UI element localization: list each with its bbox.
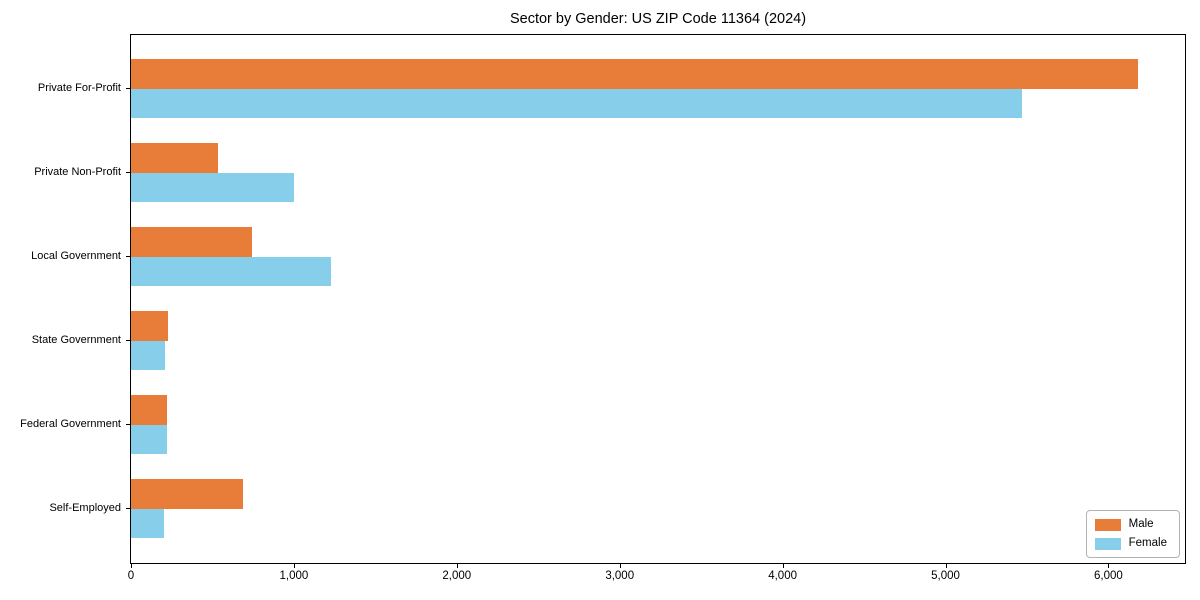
bar-male-federal-government [131, 395, 167, 425]
y-axis-tick [126, 255, 130, 257]
y-axis-category-label-self-employed: Self-Employed [49, 501, 121, 514]
y-axis-category-label-private-for-profit: Private For-Profit [37, 81, 121, 94]
x-axis-tick [782, 564, 784, 568]
y-axis-tick [126, 171, 130, 173]
y-axis-category-label-private-non-profit: Private Non-Profit [34, 165, 121, 178]
legend-label-female: Female [1128, 537, 1167, 549]
bar-male-self-employed [131, 479, 244, 509]
bar-female-local-government [131, 256, 332, 286]
x-axis-tick-label: 5,000 [931, 570, 960, 582]
x-axis-tick [1108, 564, 1110, 568]
bar-female-private-for-profit [131, 88, 1023, 118]
x-axis-tick-label: 2,000 [442, 570, 472, 582]
legend-label-male: Male [1128, 518, 1154, 530]
y-axis-tick [126, 423, 130, 425]
x-axis-tick [619, 564, 621, 568]
y-axis-category-label-federal-government: Federal Government [20, 417, 121, 430]
x-axis-tick-label: 0 [127, 570, 135, 582]
x-axis-tick [131, 564, 132, 568]
legend-swatch-female [1094, 537, 1121, 550]
y-axis-category-label-local-government: Local Government [31, 249, 121, 262]
x-axis-tick-label: 4,000 [768, 570, 797, 582]
x-axis-tick [293, 564, 295, 568]
plot-area: Male Female [130, 34, 1186, 564]
y-axis-tick [126, 339, 130, 341]
y-axis-tick [126, 87, 130, 89]
x-axis-tick-label: 1,000 [279, 570, 309, 582]
bar-male-state-government [131, 311, 168, 341]
bar-female-state-government [131, 340, 166, 370]
bar-female-self-employed [131, 508, 165, 538]
bar-female-private-non-profit [131, 172, 294, 202]
bar-female-federal-government [131, 424, 167, 454]
bar-male-private-non-profit [131, 143, 219, 173]
chart-title: Sector by Gender: US ZIP Code 11364 (202… [509, 11, 807, 27]
bar-male-private-for-profit [131, 59, 1138, 89]
legend: Male Female [1085, 510, 1180, 558]
y-axis-tick [126, 507, 130, 509]
x-axis-tick-label: 3,000 [605, 570, 635, 582]
legend-item-female: Female [1094, 537, 1167, 550]
x-axis-tick-label: 6,000 [1094, 570, 1123, 582]
x-axis-tick [456, 564, 458, 568]
x-axis-tick [945, 564, 947, 568]
legend-swatch-male [1094, 518, 1121, 531]
bar-male-local-government [131, 227, 252, 257]
legend-item-male: Male [1094, 518, 1167, 531]
y-axis-category-label-state-government: State Government [31, 333, 121, 346]
